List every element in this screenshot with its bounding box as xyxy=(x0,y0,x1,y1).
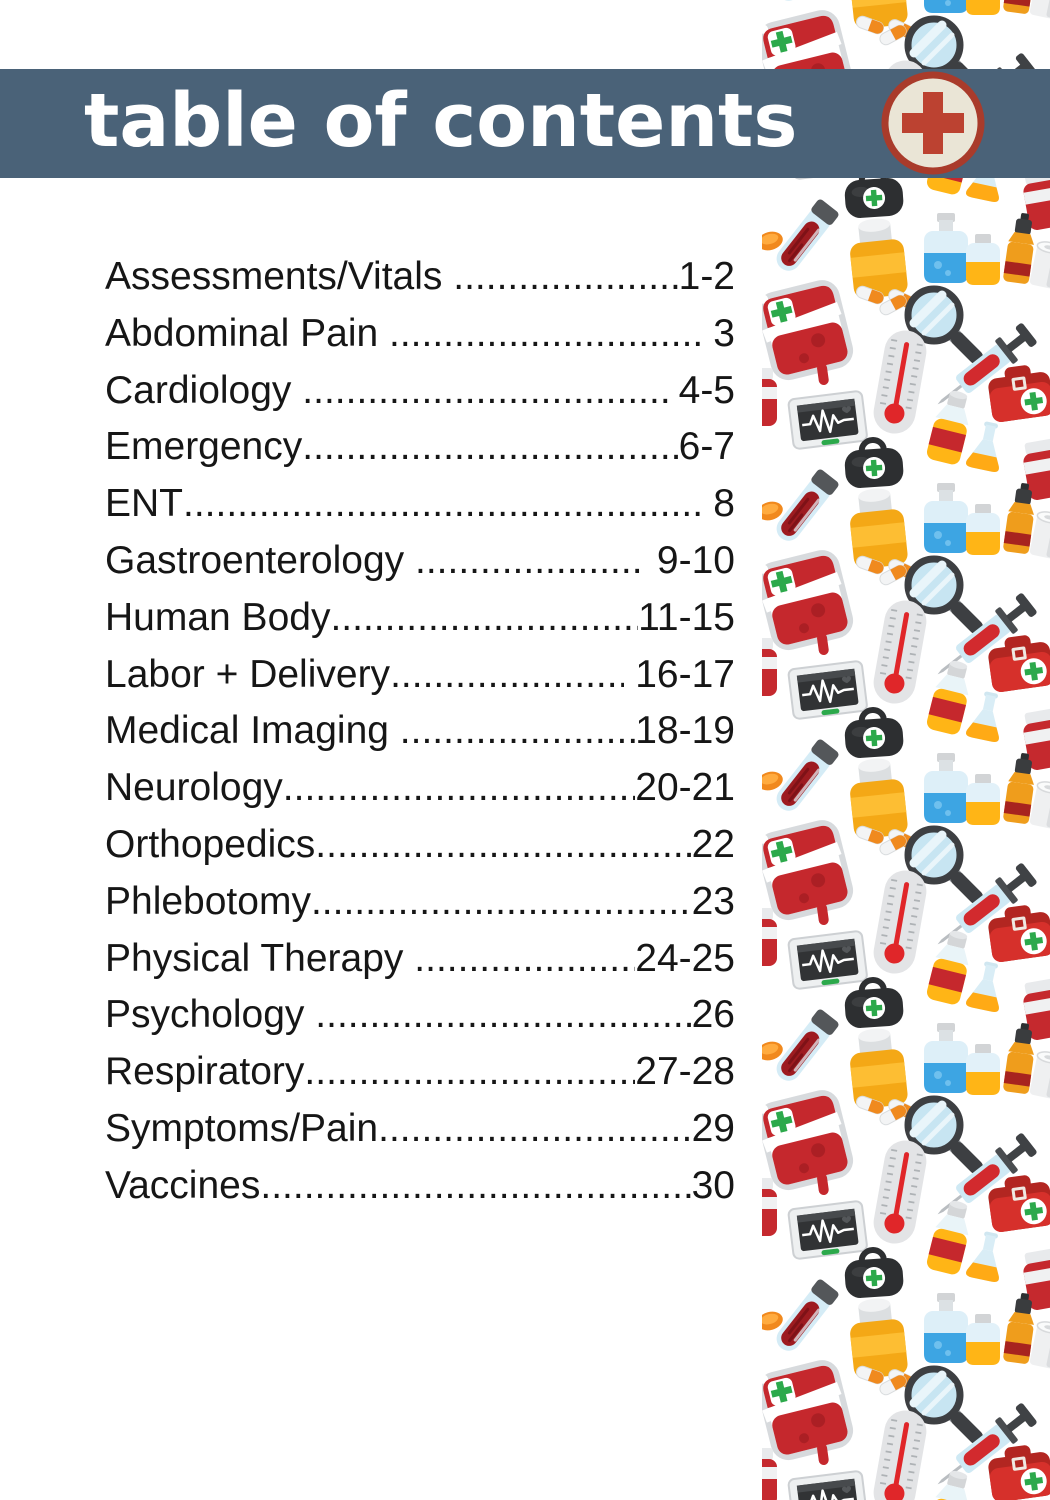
toc-entry-label: Orthopedics xyxy=(105,822,316,866)
medical-pattern-svg xyxy=(762,0,1050,1500)
medical-cross-icon xyxy=(881,71,985,175)
medical-pattern-strip xyxy=(762,0,1050,1500)
toc-entry-page: 11-15 xyxy=(638,595,735,639)
toc-entry-page: 3 xyxy=(702,311,735,355)
toc-entry-dots: ........................................… xyxy=(378,1106,692,1150)
header-bar: table of contents xyxy=(0,69,1050,178)
toc-entry-dots: ........................................… xyxy=(302,425,678,469)
toc-entry-label: Physical Therapy xyxy=(105,936,404,980)
toc-entry: Neurology ..............................… xyxy=(105,760,735,817)
toc-entry-page: 1-2 xyxy=(678,255,735,298)
toc-entry-page: 9-10 xyxy=(646,538,735,582)
toc-entry: Human Body .............................… xyxy=(105,590,735,647)
toc-entry-page: 30 xyxy=(691,1163,735,1207)
toc-entry-page: 26 xyxy=(691,993,735,1037)
toc-entry-dots: ........................................… xyxy=(389,311,703,355)
toc-entry-page: 23 xyxy=(691,879,735,923)
toc-entry-label: Emergency xyxy=(105,425,303,469)
toc-entry: Assessments/Vitals .....................… xyxy=(105,249,735,306)
toc-entry-dots: ........................................… xyxy=(304,1050,635,1094)
toc-list: Assessments/Vitals .....................… xyxy=(105,249,735,1215)
toc-entry-dots: ........................................… xyxy=(310,879,692,923)
toc-entry-dots: ........................................… xyxy=(399,709,636,753)
toc-entry: ENT ....................................… xyxy=(105,476,735,533)
toc-entry-dots: ........................................… xyxy=(415,538,647,582)
toc-entry-page: 27-28 xyxy=(635,1050,735,1094)
toc-entry-dots: ........................................… xyxy=(260,1163,691,1207)
toc-entry: Labor + Delivery .......................… xyxy=(105,647,735,704)
toc-entry-label: Medical Imaging xyxy=(105,709,389,753)
toc-entry: Psychology .............................… xyxy=(105,987,735,1044)
toc-entry-dots: ........................................… xyxy=(414,936,635,980)
toc-entry-label: Respiratory xyxy=(105,1050,305,1094)
toc-entry: Orthopedics ............................… xyxy=(105,817,735,874)
toc-entry-page: 6-7 xyxy=(678,425,735,469)
toc-entry-page: 4-5 xyxy=(667,368,735,412)
toc-entry-dots: ........................................… xyxy=(330,595,639,639)
toc-entry-label: Neurology xyxy=(105,766,283,810)
toc-entry: Abdominal Pain .........................… xyxy=(105,306,735,363)
toc-entry-page: 20-21 xyxy=(635,766,735,810)
toc-entry: Symptoms/Pain ..........................… xyxy=(105,1101,735,1158)
toc-entry-label: Assessments/Vitals xyxy=(105,255,443,298)
toc-entry-label: Psychology xyxy=(105,993,305,1037)
toc-entry: Respiratory ............................… xyxy=(105,1044,735,1101)
toc-entry: Vaccines ...............................… xyxy=(105,1158,735,1215)
toc-entry-dots: ........................................… xyxy=(282,766,635,810)
toc-entry-label: Vaccines xyxy=(105,1163,261,1207)
toc-entry-page: 18-19 xyxy=(635,709,735,753)
toc-entry: Gastroenterology .......................… xyxy=(105,533,735,590)
toc-entry: Phlebotomy .............................… xyxy=(105,874,735,931)
toc-entry-label: Human Body xyxy=(105,595,331,639)
toc-entry-label: Labor + Delivery xyxy=(105,652,391,696)
toc-entry-dots: ........................................… xyxy=(315,822,691,866)
toc-entry: Physical Therapy .......................… xyxy=(105,931,735,988)
toc-entry-page: 16-17 xyxy=(624,652,735,696)
toc-entry-page: 24-25 xyxy=(635,936,735,980)
page-title: table of contents xyxy=(84,77,798,164)
toc-entry-page: 8 xyxy=(702,482,735,526)
toc-entry-label: Symptoms/Pain xyxy=(105,1106,379,1150)
toc-entry-dots: ........................................… xyxy=(183,482,703,526)
toc-entry-label: Abdominal Pain xyxy=(105,311,379,355)
toc-entry: Cardiology .............................… xyxy=(105,363,735,420)
toc-entry: Emergency ..............................… xyxy=(105,419,735,476)
toc-entry-dots: ........................................… xyxy=(302,368,668,412)
toc-entry-page: 29 xyxy=(691,1106,735,1150)
toc-entry-dots: ........................................… xyxy=(315,993,691,1037)
toc-entry-label: Gastroenterology xyxy=(105,538,405,582)
toc-entry-label: Cardiology xyxy=(105,368,292,412)
toc-entry-dots: ........................................… xyxy=(390,652,625,696)
toc-entry: Medical Imaging ........................… xyxy=(105,703,735,760)
toc-entry-dots: ........................................… xyxy=(453,255,678,298)
toc-entry-label: ENT xyxy=(105,482,183,526)
toc-entry-label: Phlebotomy xyxy=(105,879,311,923)
medical-cross-badge xyxy=(880,70,986,176)
toc-entry-page: 22 xyxy=(691,822,735,866)
